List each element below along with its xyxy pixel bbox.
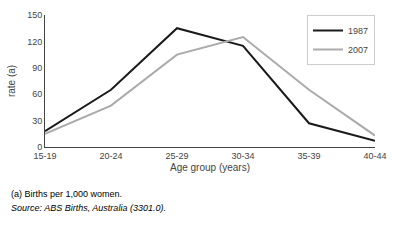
svg-text:60: 60 [32,89,42,99]
svg-text:40-44: 40-44 [363,151,386,161]
svg-text:35-39: 35-39 [297,151,320,161]
svg-text:25-29: 25-29 [165,151,188,161]
svg-text:120: 120 [27,37,42,47]
svg-text:1987: 1987 [348,26,368,36]
svg-text:Source: ABS Births, Australia: Source: ABS Births, Australia (3301.0). [11,203,166,213]
svg-text:15-19: 15-19 [33,151,56,161]
svg-text:20-24: 20-24 [99,151,122,161]
svg-text:Age group (years): Age group (years) [170,162,250,173]
svg-text:(a) Births per 1,000 women.: (a) Births per 1,000 women. [11,189,122,199]
svg-text:2007: 2007 [348,45,368,55]
svg-text:150: 150 [27,10,42,20]
svg-text:90: 90 [32,63,42,73]
svg-text:30: 30 [32,116,42,126]
svg-text:0: 0 [37,142,42,152]
svg-text:rate (a): rate (a) [6,65,17,97]
svg-text:30-34: 30-34 [231,151,254,161]
